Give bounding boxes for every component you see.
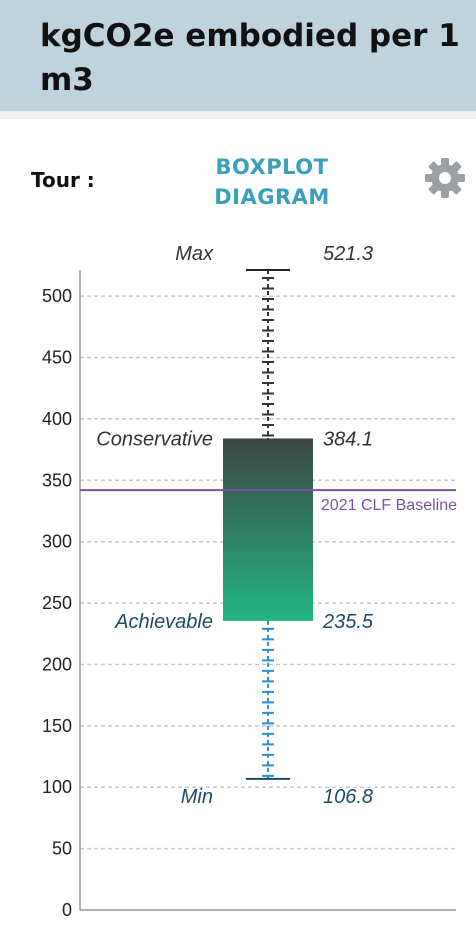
achievable-label: Achievable: [114, 611, 213, 633]
gear-icon[interactable]: [423, 156, 467, 200]
y-tick-label: 300: [42, 532, 72, 552]
achievable-value: 235.5: [322, 611, 374, 633]
y-tick-label: 100: [42, 777, 72, 797]
upper-whisker: [262, 270, 274, 439]
max-value: 521.3: [323, 243, 373, 265]
y-tick-label: 400: [42, 409, 72, 429]
page-title: kgCO2e embodied per 1 m3: [40, 18, 460, 98]
min-label: Min: [181, 786, 213, 808]
max-label: Max: [175, 243, 214, 265]
min-value: 106.8: [323, 786, 373, 808]
y-tick-label: 350: [42, 470, 72, 490]
header-bar: kgCO2e embodied per 1 m3: [0, 0, 476, 111]
header-divider: [0, 111, 476, 119]
baseline-label: 2021 CLF Baseline: [321, 497, 457, 514]
y-tick-label: 500: [42, 286, 72, 306]
conservative-value: 384.1: [323, 428, 373, 450]
y-tick-label: 0: [62, 900, 72, 920]
lower-whisker: [262, 620, 274, 779]
y-tick-label: 50: [52, 839, 72, 859]
interquartile-box: [223, 438, 313, 621]
y-tick-label: 250: [42, 593, 72, 613]
y-tick-label: 450: [42, 348, 72, 368]
diagram-title: BOXPLOT DIAGRAM: [214, 155, 330, 209]
y-tick-label: 200: [42, 654, 72, 674]
y-tick-label: 150: [42, 716, 72, 736]
boxplot-chart: 0 50 100 150 200 250 300 350 400 450 500 2021 CLF …: [42, 243, 457, 920]
tour-label: Tour :: [31, 168, 95, 192]
conservative-label: Conservative: [96, 428, 213, 450]
y-tick-labels: 0 50 100 150 200 250 300 350 400 450 500: [42, 286, 72, 920]
